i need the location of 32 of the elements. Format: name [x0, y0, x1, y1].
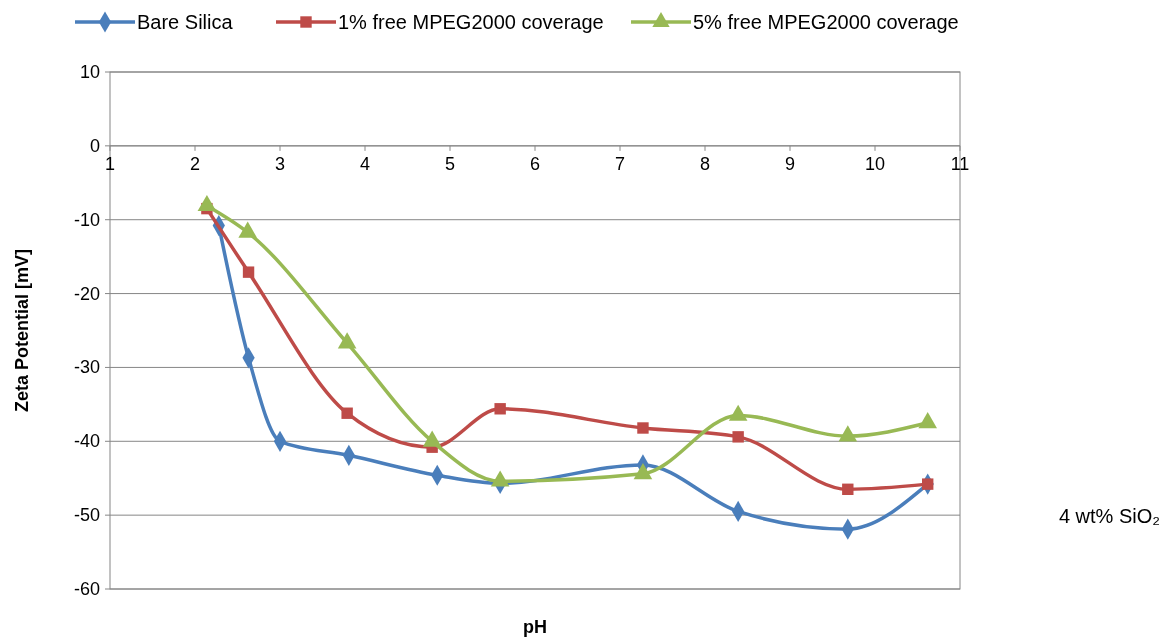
x-tick-label: 9	[784, 153, 796, 174]
x-tick-label: 1	[104, 153, 116, 174]
x-tick-label: 4	[359, 153, 371, 174]
legend-label: Bare Silica	[137, 11, 234, 33]
y-tick-label: 10	[79, 62, 100, 82]
point	[341, 407, 353, 419]
y-tick-label: -40	[73, 431, 100, 452]
y-tick-label: -20	[73, 283, 100, 304]
legend-label: 1% free MPEG2000 coverage	[338, 11, 604, 33]
x-tick-label: 6	[529, 153, 541, 174]
x-tick-label: 5	[444, 153, 456, 174]
y-tick-label: -30	[73, 357, 100, 378]
legend-label: 5% free MPEG2000 coverage	[693, 11, 959, 33]
point	[637, 422, 649, 434]
x-tick-label: 11	[950, 153, 970, 174]
y-tick-label: 0	[89, 135, 100, 156]
text: 4 wt% SiO₂	[1058, 505, 1160, 528]
x-tick-label: 2	[189, 153, 201, 174]
y-tick-label: -60	[73, 579, 100, 599]
point	[242, 266, 255, 278]
point	[732, 431, 744, 443]
point	[494, 403, 506, 415]
x-tick-label: 10	[864, 153, 886, 174]
x-axis-title: pH	[523, 617, 547, 637]
x-tick-label: 8	[699, 153, 711, 174]
x-tick-label: 7	[614, 153, 626, 174]
point	[842, 483, 854, 495]
y-tick-label: -50	[73, 505, 100, 526]
x-tick-label: 3	[274, 153, 286, 174]
y-tick-label: -10	[73, 209, 100, 230]
y-axis-title: Zeta Potential [mV]	[12, 248, 32, 413]
point	[922, 478, 934, 490]
